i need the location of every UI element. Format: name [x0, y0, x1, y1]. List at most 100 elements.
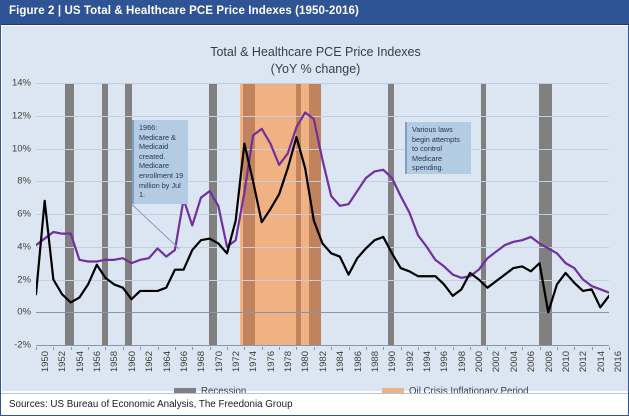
x-axis-tick-label: 1998: [456, 351, 468, 373]
x-axis-tick: [574, 347, 575, 350]
x-axis-tick: [210, 347, 211, 350]
x-axis-tick: [331, 347, 332, 350]
y-axis-tick-label: -2%: [14, 339, 31, 351]
x-axis-tick-label: 1984: [335, 351, 347, 373]
y-axis-tick-label: 4%: [17, 241, 31, 253]
x-axis-tick-label: 1958: [109, 351, 121, 373]
x-axis-tick: [383, 347, 384, 350]
gridline: [36, 280, 609, 281]
x-axis-tick-label: 2000: [474, 351, 486, 373]
x-axis-tick-label: 1978: [283, 351, 295, 373]
annotation-cost-control-laws: Various laws begin attempts to control M…: [405, 122, 471, 174]
x-axis-tick: [557, 347, 558, 350]
x-axis-tick: [296, 347, 297, 350]
x-axis-tick-label: 2014: [595, 351, 607, 373]
legend-label-recession: Recession: [201, 386, 247, 397]
legend-swatch-recession: [174, 388, 196, 395]
figure-header-bar: Figure 2 | US Total & Healthcare PCE Pri…: [1, 1, 628, 25]
x-axis-tick-label: 1964: [161, 351, 173, 373]
x-axis-tick: [314, 347, 315, 350]
x-axis-tick-label: 2010: [560, 351, 572, 373]
x-axis-tick-label: 1974: [248, 351, 260, 373]
x-axis-tick: [105, 347, 106, 350]
x-axis-tick: [227, 347, 228, 350]
x-axis-tick: [435, 347, 436, 350]
gridline: [36, 214, 609, 215]
x-axis-labels: 1950 1952 1954 1956 1958 1960 1962 1964 1966 1968…: [36, 347, 624, 385]
x-axis-tick-label: 1980: [300, 351, 312, 373]
x-axis-tick: [609, 347, 610, 350]
x-axis-tick: [71, 347, 72, 350]
gridline: [36, 247, 609, 248]
chart-title-line-1: Total & Healthcare PCE Price Indexes: [210, 45, 421, 59]
x-axis-tick: [53, 347, 54, 350]
x-axis-tick-label: 1970: [213, 351, 225, 373]
x-axis-tick-label: 1968: [196, 351, 208, 373]
x-axis-tick: [522, 347, 523, 350]
series-line-total-healthcare-services: [36, 111, 609, 294]
x-axis-tick: [418, 347, 419, 350]
x-axis-tick-label: 1990: [387, 351, 399, 373]
x-axis-tick-label: 1982: [317, 351, 329, 373]
y-axis-tick-label: 12%: [11, 110, 31, 122]
legend-label-oil-crisis: Oil Crisis Inflationary Period: [409, 386, 529, 397]
x-axis-tick: [487, 347, 488, 350]
legend-item-oil-crisis: Oil Crisis Inflationary Period: [382, 386, 529, 397]
x-axis-tick: [158, 347, 159, 350]
x-axis-tick: [401, 347, 402, 350]
x-axis-tick-label: 1956: [92, 351, 104, 373]
source-text: Sources: US Bureau of Economic Analysis,…: [9, 399, 293, 410]
x-axis-tick: [123, 347, 124, 350]
gridline: [36, 181, 609, 182]
legend-item-recession: Recession: [174, 386, 246, 397]
x-axis-tick: [88, 347, 89, 350]
x-axis-tick: [279, 347, 280, 350]
y-axis-tick-label: 14%: [11, 77, 31, 89]
x-axis-tick: [192, 347, 193, 350]
x-axis-tick-label: 1966: [178, 351, 190, 373]
y-axis-labels: 14% 12% 10% 8% 6% 4% 2% 0% -2%: [2, 78, 34, 351]
figure-header-title: Figure 2 | US Total & Healthcare PCE Pri…: [9, 5, 359, 17]
series-line-total-pce: [36, 135, 609, 314]
chart-title: Total & Healthcare PCE Price Indexes (Yo…: [2, 44, 628, 78]
chart-panel: Total & Healthcare PCE Price Indexes (Yo…: [2, 26, 628, 412]
x-axis-tick-label: 2006: [526, 351, 538, 373]
x-axis-tick: [592, 347, 593, 350]
x-axis-tick-label: 1962: [144, 351, 156, 373]
gridline: [36, 83, 609, 84]
annotation-medicare-created: 1966: Medicare & Medicaid created. Medic…: [132, 120, 188, 204]
x-axis-tick: [262, 347, 263, 350]
plot-area: [36, 83, 609, 346]
x-axis-tick-label: 1986: [352, 351, 364, 373]
source-bar: Sources: US Bureau of Economic Analysis,…: [1, 393, 628, 415]
x-axis-tick-label: 1996: [439, 351, 451, 373]
y-axis-tick-label: 10%: [11, 143, 31, 154]
gridline: [36, 149, 609, 150]
x-axis-tick-label: 2002: [491, 351, 503, 373]
x-axis-tick-label: 2008: [543, 351, 555, 373]
x-axis-tick: [505, 347, 506, 350]
x-axis-tick-label: 2016: [613, 351, 624, 373]
x-axis-tick: [470, 347, 471, 350]
x-axis-tick: [36, 347, 37, 350]
x-axis-tick-label: 1950: [40, 351, 51, 373]
x-axis-tick-label: 1992: [404, 351, 416, 373]
x-axis-tick-label: 1972: [231, 351, 242, 373]
x-axis-tick-label: 1954: [74, 351, 86, 373]
x-axis-tick-label: 1976: [265, 351, 277, 373]
zero-line: [36, 312, 609, 313]
x-axis-tick: [540, 347, 541, 350]
x-axis-tick-label: 1994: [422, 351, 433, 373]
x-axis-tick: [140, 347, 141, 350]
x-axis-tick: [349, 347, 350, 350]
x-axis-tick-label: 2012: [578, 351, 590, 373]
chart-title-line-2: (YoY % change): [270, 62, 361, 76]
x-axis-tick-label: 1960: [126, 351, 138, 373]
gridline: [36, 116, 609, 117]
series-lines: [36, 111, 609, 314]
y-axis-tick-label: 0%: [17, 306, 31, 318]
y-axis-tick-label: 2%: [17, 274, 31, 285]
x-axis-line: [36, 345, 609, 346]
y-axis-tick-label: 6%: [17, 208, 31, 220]
